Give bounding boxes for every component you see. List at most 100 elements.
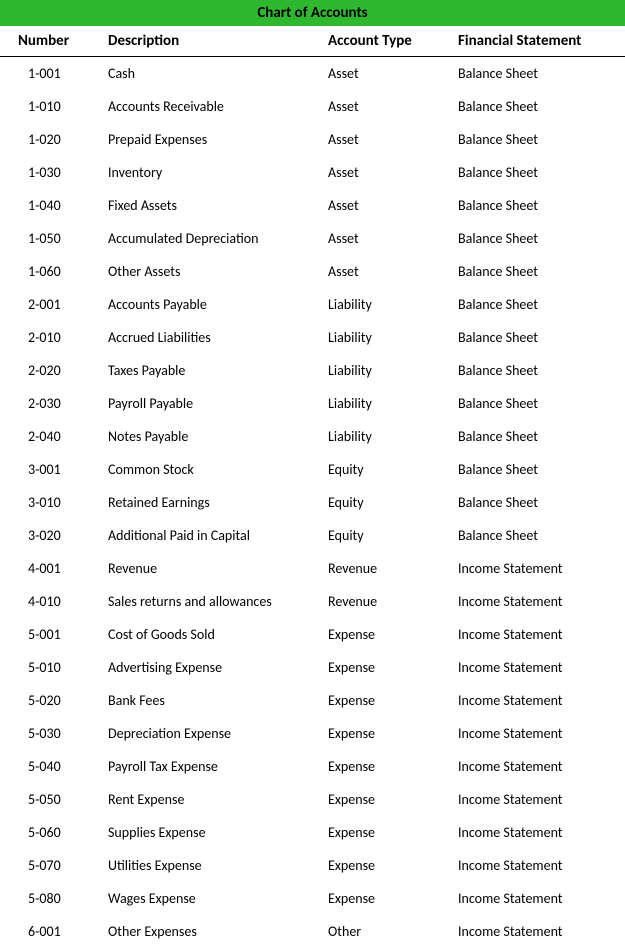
cell-account-type: Asset — [320, 57, 450, 91]
cell-description: Accrued Liabilities — [100, 321, 320, 354]
table-row: 4-010Sales returns and allowancesRevenue… — [0, 585, 625, 618]
cell-account-type: Asset — [320, 222, 450, 255]
cell-account-type: Liability — [320, 387, 450, 420]
cell-account-type: Asset — [320, 123, 450, 156]
cell-description: Accumulated Depreciation — [100, 222, 320, 255]
cell-description: Utilities Expense — [100, 849, 320, 882]
cell-number: 3-010 — [0, 486, 100, 519]
cell-description: Retained Earnings — [100, 486, 320, 519]
cell-account-type: Liability — [320, 354, 450, 387]
header-financial-statement: Financial Statement — [450, 26, 625, 57]
cell-number: 4-001 — [0, 552, 100, 585]
cell-account-type: Asset — [320, 156, 450, 189]
table-row: 3-020Additional Paid in CapitalEquityBal… — [0, 519, 625, 552]
cell-account-type: Expense — [320, 816, 450, 849]
table-row: 5-060Supplies ExpenseExpenseIncome State… — [0, 816, 625, 849]
cell-financial-statement: Balance Sheet — [450, 90, 625, 123]
cell-number: 2-001 — [0, 288, 100, 321]
accounts-table: Number Description Account Type Financia… — [0, 26, 625, 948]
cell-account-type: Asset — [320, 255, 450, 288]
cell-number: 5-020 — [0, 684, 100, 717]
cell-description: Prepaid Expenses — [100, 123, 320, 156]
cell-financial-statement: Balance Sheet — [450, 519, 625, 552]
cell-number: 5-040 — [0, 750, 100, 783]
cell-financial-statement: Balance Sheet — [450, 255, 625, 288]
cell-number: 5-050 — [0, 783, 100, 816]
table-row: 5-080Wages ExpenseExpenseIncome Statemen… — [0, 882, 625, 915]
cell-account-type: Expense — [320, 618, 450, 651]
cell-account-type: Expense — [320, 849, 450, 882]
cell-number: 1-030 — [0, 156, 100, 189]
cell-account-type: Expense — [320, 783, 450, 816]
cell-account-type: Equity — [320, 453, 450, 486]
cell-account-type: Equity — [320, 486, 450, 519]
cell-number: 4-010 — [0, 585, 100, 618]
cell-financial-statement: Income Statement — [450, 915, 625, 948]
cell-description: Additional Paid in Capital — [100, 519, 320, 552]
cell-description: Inventory — [100, 156, 320, 189]
cell-financial-statement: Balance Sheet — [450, 420, 625, 453]
table-row: 1-001CashAssetBalance Sheet — [0, 57, 625, 91]
cell-description: Bank Fees — [100, 684, 320, 717]
table-row: 3-001Common StockEquityBalance Sheet — [0, 453, 625, 486]
cell-number: 5-070 — [0, 849, 100, 882]
cell-financial-statement: Balance Sheet — [450, 354, 625, 387]
table-row: 3-010Retained EarningsEquityBalance Shee… — [0, 486, 625, 519]
cell-number: 1-001 — [0, 57, 100, 91]
cell-description: Taxes Payable — [100, 354, 320, 387]
table-row: 2-001Accounts PayableLiabilityBalance Sh… — [0, 288, 625, 321]
cell-description: Sales returns and allowances — [100, 585, 320, 618]
cell-description: Accounts Payable — [100, 288, 320, 321]
cell-description: Payroll Payable — [100, 387, 320, 420]
cell-number: 1-060 — [0, 255, 100, 288]
table-row: 5-040Payroll Tax ExpenseExpenseIncome St… — [0, 750, 625, 783]
table-row: 2-040Notes PayableLiabilityBalance Sheet — [0, 420, 625, 453]
cell-description: Revenue — [100, 552, 320, 585]
cell-account-type: Asset — [320, 90, 450, 123]
cell-description: Wages Expense — [100, 882, 320, 915]
cell-number: 5-030 — [0, 717, 100, 750]
table-row: 1-040Fixed AssetsAssetBalance Sheet — [0, 189, 625, 222]
cell-number: 5-010 — [0, 651, 100, 684]
table-body: 1-001CashAssetBalance Sheet1-010Accounts… — [0, 57, 625, 948]
table-row: 2-010Accrued LiabilitiesLiabilityBalance… — [0, 321, 625, 354]
cell-financial-statement: Balance Sheet — [450, 486, 625, 519]
cell-financial-statement: Income Statement — [450, 882, 625, 915]
cell-financial-statement: Balance Sheet — [450, 387, 625, 420]
cell-account-type: Equity — [320, 519, 450, 552]
cell-financial-statement: Balance Sheet — [450, 57, 625, 91]
cell-account-type: Revenue — [320, 552, 450, 585]
cell-description: Supplies Expense — [100, 816, 320, 849]
header-number: Number — [0, 26, 100, 57]
cell-account-type: Expense — [320, 684, 450, 717]
cell-number: 5-001 — [0, 618, 100, 651]
cell-description: Other Expenses — [100, 915, 320, 948]
table-row: 5-010Advertising ExpenseExpenseIncome St… — [0, 651, 625, 684]
cell-financial-statement: Income Statement — [450, 783, 625, 816]
cell-description: Accounts Receivable — [100, 90, 320, 123]
cell-account-type: Expense — [320, 717, 450, 750]
cell-account-type: Liability — [320, 420, 450, 453]
table-row: 4-001RevenueRevenueIncome Statement — [0, 552, 625, 585]
cell-financial-statement: Income Statement — [450, 552, 625, 585]
table-row: 5-050Rent ExpenseExpenseIncome Statement — [0, 783, 625, 816]
cell-financial-statement: Income Statement — [450, 684, 625, 717]
cell-financial-statement: Income Statement — [450, 849, 625, 882]
table-row: 1-050Accumulated DepreciationAssetBalanc… — [0, 222, 625, 255]
cell-number: 6-001 — [0, 915, 100, 948]
table-row: 5-070Utilities ExpenseExpenseIncome Stat… — [0, 849, 625, 882]
cell-account-type: Expense — [320, 750, 450, 783]
header-description: Description — [100, 26, 320, 57]
cell-number: 3-001 — [0, 453, 100, 486]
cell-description: Advertising Expense — [100, 651, 320, 684]
cell-financial-statement: Balance Sheet — [450, 453, 625, 486]
cell-description: Payroll Tax Expense — [100, 750, 320, 783]
header-account-type: Account Type — [320, 26, 450, 57]
cell-financial-statement: Balance Sheet — [450, 156, 625, 189]
cell-account-type: Revenue — [320, 585, 450, 618]
cell-number: 5-060 — [0, 816, 100, 849]
cell-financial-statement: Income Statement — [450, 816, 625, 849]
table-row: 2-020Taxes PayableLiabilityBalance Sheet — [0, 354, 625, 387]
cell-description: Fixed Assets — [100, 189, 320, 222]
cell-account-type: Expense — [320, 882, 450, 915]
